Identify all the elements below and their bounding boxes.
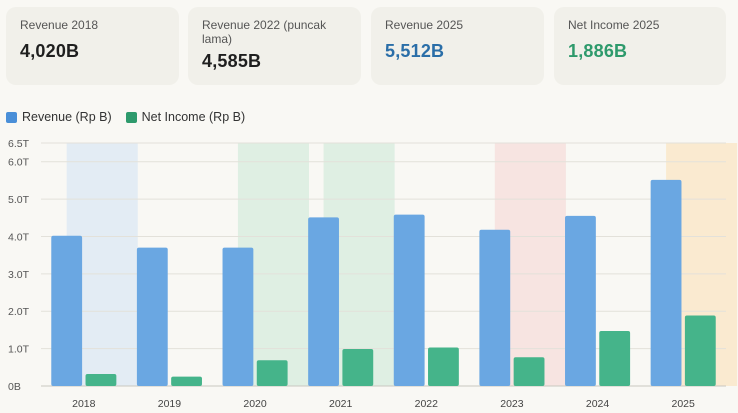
y-tick-label: 5.0T xyxy=(8,194,30,206)
net-income-bar-2025 xyxy=(684,315,716,386)
revenue-bar-2024 xyxy=(565,215,596,386)
chart-legend: Revenue (Rp B) Net Income (Rp B) xyxy=(6,109,259,125)
y-tick-label: 4.0T xyxy=(8,231,30,243)
legend-swatch xyxy=(125,111,137,123)
x-tick-label: 2025 xyxy=(672,398,696,410)
card-net-income-2025: Net Income 2025 1,886B xyxy=(554,7,726,85)
y-tick-label: 1.0T xyxy=(8,344,30,356)
revenue-bar-2025 xyxy=(650,179,682,386)
card-value: 4,020B xyxy=(20,41,80,61)
revenue-bar-2019 xyxy=(136,247,168,386)
card-label: Revenue 2018 xyxy=(20,18,99,32)
legend-item-revenue[interactable]: Revenue (Rp B) xyxy=(6,110,112,124)
card-label: Net Income 2025 xyxy=(568,18,660,32)
net-income-bar-2018 xyxy=(85,374,117,386)
y-tick-label: 2.0T xyxy=(8,306,30,318)
card-label: Revenue 2022 (puncak lama) xyxy=(202,18,327,46)
net-income-bar-2019 xyxy=(171,376,202,386)
x-tick-label: 2020 xyxy=(243,398,267,410)
revenue-bar-2022 xyxy=(393,214,425,386)
net-income-bar-2023 xyxy=(513,357,545,386)
legend-label: Revenue (Rp B) xyxy=(22,110,112,124)
legend-item-net-income[interactable]: Net Income (Rp B) xyxy=(125,110,246,124)
x-tick-label: 2022 xyxy=(415,398,439,410)
x-tick-label: 2019 xyxy=(158,398,182,410)
card-revenue-2025: Revenue 2025 5,512B xyxy=(371,7,544,85)
x-tick-label: 2018 xyxy=(72,398,96,410)
legend-swatch xyxy=(6,111,17,123)
net-income-bar-2021 xyxy=(342,348,374,386)
card-value: 1,886B xyxy=(568,41,628,61)
card-value: 5,512B xyxy=(385,41,445,61)
net-income-bar-2024 xyxy=(599,331,631,386)
revenue-bar-2023 xyxy=(479,229,511,386)
y-tick-label: 3.0T xyxy=(8,269,30,281)
card-value: 4,585B xyxy=(202,51,262,71)
y-tick-label: 6.5T xyxy=(8,138,30,150)
card-label: Revenue 2025 xyxy=(385,18,464,32)
net-income-bar-2022 xyxy=(428,347,459,386)
x-tick-label: 2024 xyxy=(586,398,610,410)
revenue-bar-2020 xyxy=(222,247,254,386)
y-tick-label: 6.0T xyxy=(8,157,30,169)
card-revenue-2022: Revenue 2022 (puncak lama) 4,585B xyxy=(188,7,361,85)
net-income-bar-2020 xyxy=(256,360,288,386)
y-tick-label: 0B xyxy=(8,381,21,393)
card-revenue-2018: Revenue 2018 4,020B xyxy=(6,7,179,85)
revenue-bar-2021 xyxy=(308,217,339,386)
legend-label: Net Income (Rp B) xyxy=(141,110,246,124)
revenue-bar-2018 xyxy=(51,235,83,386)
x-tick-label: 2021 xyxy=(329,398,353,410)
x-tick-label: 2023 xyxy=(500,398,524,410)
summary-cards: Revenue 2018 4,020B Revenue 2022 (puncak… xyxy=(6,7,726,85)
